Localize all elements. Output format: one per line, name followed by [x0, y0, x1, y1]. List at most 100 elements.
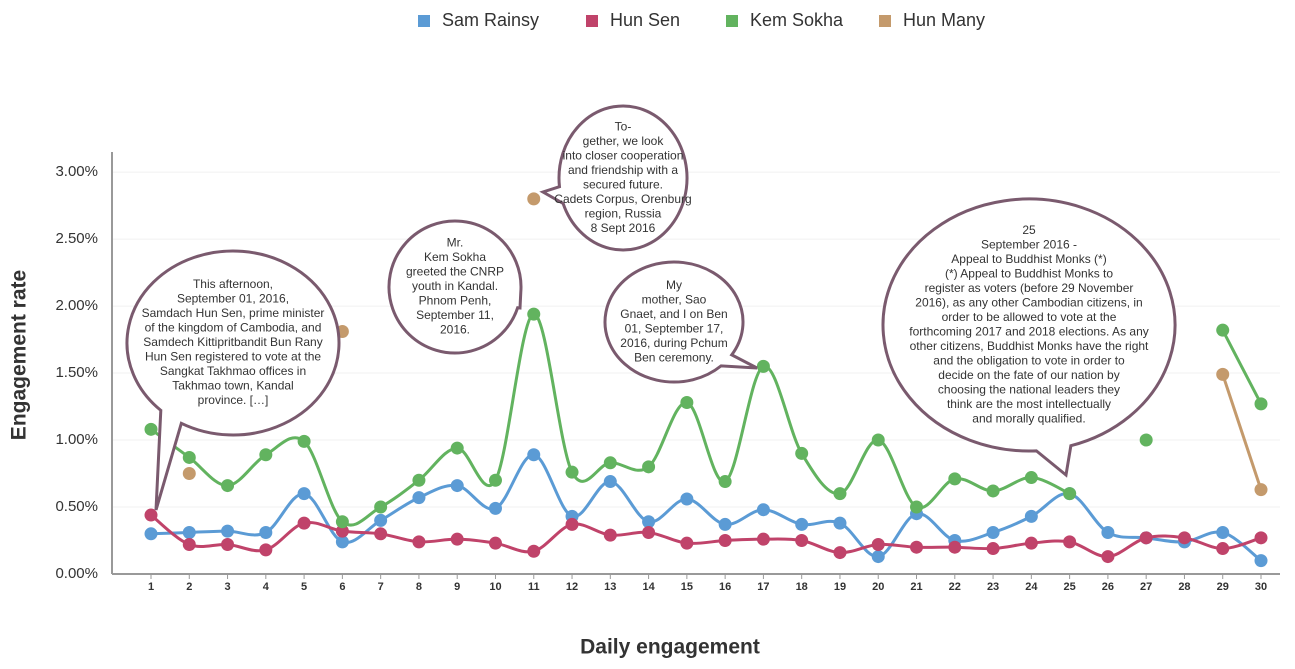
annotation-text: province. […]: [198, 393, 269, 407]
data-point: [565, 465, 579, 479]
data-point: [833, 487, 847, 501]
y-axis-label: Engagement rate: [8, 270, 31, 440]
y-tick-label: 2.00%: [55, 297, 98, 314]
annotation-text: register as voters (before 29 November: [925, 281, 1134, 295]
annotation-text: Appeal to Buddhist Monks (*): [951, 252, 1106, 266]
x-tick-label: 17: [757, 581, 769, 593]
annotation-text: 2016, during Pchum: [620, 336, 727, 350]
legend-label: Hun Sen: [610, 10, 680, 30]
data-point: [259, 448, 273, 462]
x-tick-label: 14: [642, 581, 655, 593]
data-point: [680, 492, 694, 506]
y-tick-label: 0.00%: [55, 565, 98, 582]
data-point: [488, 473, 502, 487]
annotation-bubble: [125, 249, 341, 511]
data-point: [335, 515, 349, 529]
series-line: [150, 513, 1262, 559]
data-point: [1024, 471, 1038, 485]
data-point: [259, 543, 273, 557]
annotation-text: choosing the national leaders they: [938, 382, 1120, 396]
data-point: [527, 448, 541, 462]
data-point: [1139, 531, 1153, 545]
data-point: [221, 524, 235, 538]
data-point: [450, 441, 464, 455]
legend-swatch: [418, 15, 430, 27]
legend-label: Sam Rainsy: [442, 10, 539, 30]
data-point: [718, 534, 732, 548]
annotation-text: Ben ceremony.: [634, 350, 714, 364]
data-point: [986, 525, 1000, 539]
annotation-text: into closer cooperation: [563, 148, 684, 162]
data-point: [756, 503, 770, 517]
annotation-text: To-: [615, 119, 632, 133]
annotation-text: order to be allowed to vote at the: [942, 310, 1117, 324]
data-point: [182, 538, 196, 552]
annotation-text: Hun Sen registered to vote at the: [145, 350, 321, 364]
annotation-text: My: [666, 278, 682, 292]
data-point: [871, 550, 885, 564]
data-point: [795, 446, 809, 460]
annotation-text: secured future.: [583, 177, 663, 191]
annotation-text: 25: [1022, 223, 1036, 237]
x-tick-label: 16: [719, 581, 731, 593]
x-tick-label: 18: [796, 581, 808, 593]
x-tick-label: 26: [1102, 581, 1114, 593]
x-tick-label: 8: [416, 581, 422, 593]
series-line: [150, 453, 1262, 562]
data-point: [603, 528, 617, 542]
annotation-text: September 11,: [416, 308, 494, 322]
data-point: [144, 422, 158, 436]
data-point: [297, 434, 311, 448]
data-point: [871, 538, 885, 552]
data-point: [833, 546, 847, 560]
data-point: [986, 542, 1000, 556]
data-point: [1254, 554, 1268, 568]
data-point: [412, 491, 426, 505]
annotation-text: September 2016 -: [981, 237, 1077, 251]
annotation-text: decide on the fate of our nation by: [938, 368, 1119, 382]
annotation-text: This afternoon,: [193, 277, 273, 291]
annotation-text: Samdech Kittipritbandit Bun Rany: [143, 335, 322, 349]
data-point: [144, 527, 158, 541]
data-point: [335, 535, 349, 549]
series-line: [1221, 373, 1263, 491]
x-tick-label: 11: [528, 581, 540, 593]
x-tick-label: 4: [263, 581, 270, 593]
data-point: [1101, 550, 1115, 564]
data-point: [642, 525, 656, 539]
data-point: [259, 525, 273, 539]
data-point: [642, 515, 656, 529]
annotation-text: and friendship with a: [568, 163, 678, 177]
annotation-text: Phnom Penh,: [419, 294, 492, 308]
data-point: [182, 525, 196, 539]
data-point: [948, 540, 962, 554]
data-point: [488, 501, 502, 515]
data-point: [1254, 397, 1268, 411]
legend-swatch: [586, 15, 598, 27]
x-tick-label: 22: [949, 581, 961, 593]
x-tick-label: 7: [378, 581, 384, 593]
annotation-text: 01, September 17,: [625, 321, 724, 335]
data-point: [527, 307, 541, 321]
data-point: [182, 450, 196, 464]
data-point: [1216, 542, 1230, 556]
data-point: [910, 500, 924, 514]
annotation-text: Samdach Hun Sen, prime minister: [142, 306, 325, 320]
data-point: [1063, 535, 1077, 549]
annotation-text: greeted the CNRP: [406, 265, 504, 279]
data-point: [1024, 509, 1038, 523]
x-tick-label: 28: [1178, 581, 1190, 593]
data-point: [221, 479, 235, 493]
annotation-text: region, Russia: [585, 206, 662, 220]
data-point: [565, 517, 579, 531]
data-point: [182, 467, 196, 481]
data-point: [603, 456, 617, 470]
data-point: [527, 192, 541, 206]
data-point: [1216, 525, 1230, 539]
x-tick-label: 1: [148, 581, 154, 593]
x-tick-label: 25: [1063, 581, 1075, 593]
data-point: [795, 534, 809, 548]
data-point: [1254, 483, 1268, 497]
x-tick-label: 13: [604, 581, 616, 593]
